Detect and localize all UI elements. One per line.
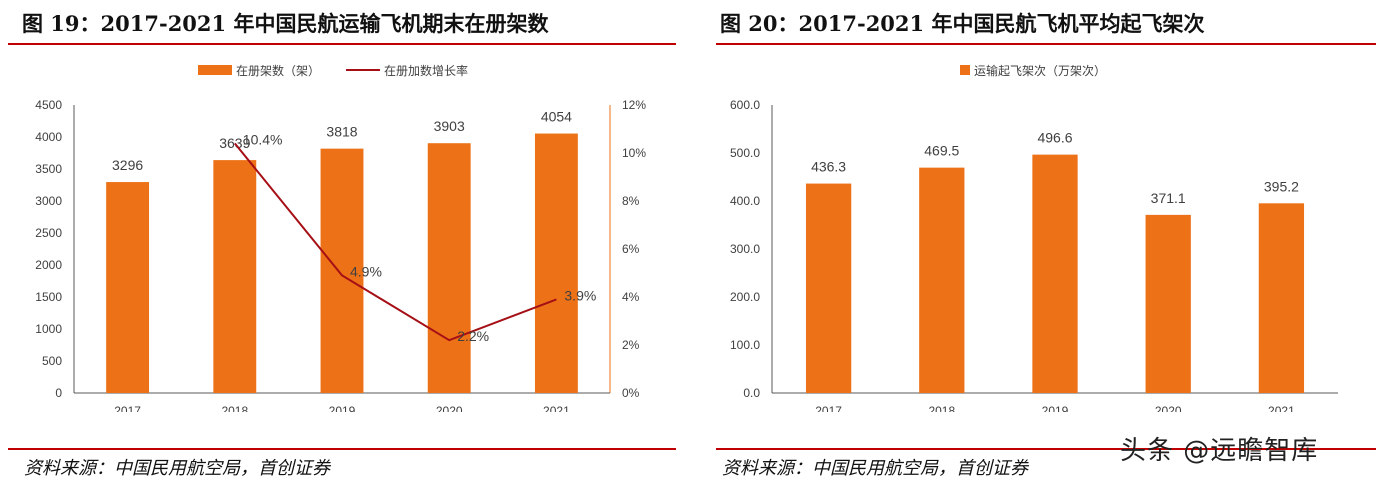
bar [534, 133, 578, 393]
title-rule-right [716, 43, 1376, 45]
x-tick-label: 2017 [815, 404, 842, 412]
x-tick-label: 2018 [928, 404, 955, 412]
bar [805, 183, 852, 393]
source-note-left: 资料来源：中国民用航空局，首创证券 [24, 458, 330, 479]
x-tick-label: 2019 [329, 404, 356, 412]
source-rule-left [8, 448, 676, 450]
y-tick-label: 500 [42, 354, 62, 368]
y2-tick-label: 2% [622, 338, 640, 352]
y-tick-label: 300.0 [730, 242, 760, 256]
bar-value-label: 3296 [112, 157, 143, 173]
bar [1145, 214, 1191, 393]
y-tick-label: 3500 [35, 162, 62, 176]
chart-title-left: 图 19：2017-2021 年中国民航运输飞机期末在册架数 [22, 11, 549, 36]
y2-tick-label: 10% [622, 146, 646, 160]
legend-label: 在册架数（架） [236, 63, 320, 78]
chart-fleet-size: 0 500 1000 1500 2000 2500 3000 3500 4000 4500 0% 2%… [35, 63, 646, 412]
x-tick-label: 2020 [1155, 404, 1182, 412]
y-tick-label: 200.0 [730, 290, 760, 304]
legend-label: 在册加数增长率 [384, 63, 468, 78]
x-tick-label: 2018 [221, 404, 248, 412]
x-tick-label: 2019 [1042, 404, 1069, 412]
y-tick-label: 4500 [35, 98, 62, 112]
source-rule-right [716, 448, 1376, 450]
y-tick-label: 1000 [35, 322, 62, 336]
bar-value-label: 395.2 [1264, 178, 1299, 194]
y-tick-label: 1500 [35, 290, 62, 304]
y-tick-label: 400.0 [730, 194, 760, 208]
y2-tick-label: 6% [622, 242, 640, 256]
bar [1032, 154, 1078, 393]
bar-value-label: 4054 [541, 109, 572, 125]
y2-tick-label: 12% [622, 98, 646, 112]
source-note-right: 资料来源：中国民用航空局，首创证券 [722, 458, 1028, 479]
bar-value-label: 436.3 [811, 159, 846, 175]
bar-value-label: 3818 [326, 124, 357, 140]
legend-swatch-bar [960, 65, 970, 75]
y-tick-label: 0.0 [743, 386, 760, 400]
y-tick-label: 500.0 [730, 146, 760, 160]
line-value-label: 3.9% [564, 287, 596, 303]
chart-title-right: 图 20：2017-2021 年中国民航飞机平均起飞架次 [720, 11, 1205, 36]
y2-tick-label: 0% [622, 386, 640, 400]
x-tick-label: 2021 [543, 404, 570, 412]
line-value-label: 2.2% [457, 328, 489, 344]
y-tick-label: 100.0 [730, 338, 760, 352]
bar [213, 160, 257, 393]
y2-tick-label: 8% [622, 194, 640, 208]
bar-value-label: 496.6 [1037, 130, 1072, 146]
bar-value-label: 469.5 [924, 143, 959, 159]
bar [320, 148, 364, 393]
growth-line [234, 142, 557, 342]
title-rule-left [8, 43, 676, 45]
bar [919, 167, 965, 393]
y2-tick-label: 4% [622, 290, 640, 304]
chart-takeoffs: 0.0 100.0 200.0 300.0 400.0 500.0 600.0 2017 201… [730, 63, 1338, 412]
x-tick-label: 2017 [114, 404, 141, 412]
y-tick-label: 2000 [35, 258, 62, 272]
bar [427, 143, 471, 393]
y-tick-label: 2500 [35, 226, 62, 240]
x-tick-label: 2020 [436, 404, 463, 412]
line-value-label: 4.9% [350, 263, 382, 279]
y-tick-label: 3000 [35, 194, 62, 208]
bar-value-label: 3639 [219, 135, 250, 151]
line-value-label: 10.4% [243, 131, 283, 147]
y-tick-label: 600.0 [730, 98, 760, 112]
bar [1258, 203, 1305, 393]
bar-value-label: 371.1 [1151, 190, 1186, 206]
y-tick-label: 0 [55, 386, 62, 400]
watermark: 头条 @远瞻智库 [1120, 436, 1319, 466]
x-tick-label: 2021 [1268, 404, 1295, 412]
legend-label: 运输起飞架次（万架次） [974, 63, 1106, 78]
bar-value-label: 3903 [434, 118, 465, 134]
legend-swatch-bar [198, 65, 232, 75]
y-tick-label: 4000 [35, 130, 62, 144]
bar [106, 182, 150, 393]
